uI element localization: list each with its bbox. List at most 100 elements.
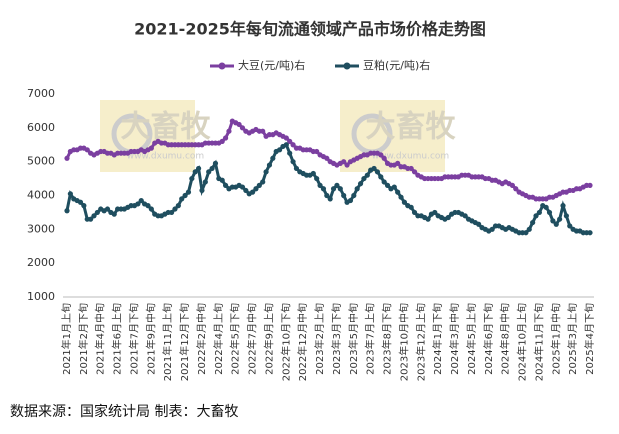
series-point	[341, 159, 347, 165]
series-point	[263, 169, 269, 175]
series-point	[253, 186, 259, 192]
series-point	[91, 213, 97, 219]
series-point	[260, 128, 266, 134]
x-tick-label: 2021年6月上旬	[111, 303, 124, 375]
series-point	[391, 184, 397, 190]
series-point	[314, 175, 320, 182]
series-point	[226, 128, 232, 134]
x-tick-label: 2022年12月中旬	[296, 303, 309, 381]
series-point	[378, 174, 384, 180]
y-tick-label: 4000	[27, 189, 55, 202]
series-point	[341, 192, 347, 199]
series-point	[567, 223, 573, 229]
series-point	[145, 203, 151, 209]
series-point	[378, 152, 384, 158]
x-tick-label: 2021年4月中旬	[94, 303, 107, 375]
x-tick-label: 2023年8月下旬	[381, 303, 394, 375]
x-tick-label: 2022年5月下旬	[229, 303, 242, 375]
series-point	[260, 179, 266, 185]
series-point	[94, 209, 100, 216]
x-tick-label: 2024年3月中旬	[448, 303, 461, 375]
series-point	[314, 148, 320, 155]
series-point	[526, 226, 532, 232]
series-point	[219, 138, 225, 144]
series-point	[509, 182, 515, 188]
series-point	[239, 184, 246, 190]
series-point	[81, 203, 87, 209]
watermark-url: www.dxumu.com	[127, 152, 204, 162]
series-point	[212, 160, 219, 166]
source-note: 数据来源：国家统计局 制表：大畜牧	[10, 403, 238, 420]
series-point	[175, 203, 181, 209]
chart-title: 2021-2025年每旬流通领域产品市场价格走势图	[134, 20, 486, 39]
series-point	[236, 121, 242, 128]
series-point	[533, 213, 539, 219]
series-point	[408, 204, 414, 210]
series-point	[523, 230, 529, 236]
y-tick-label: 2000	[27, 256, 55, 269]
x-tick-label: 2021年9月中旬	[144, 303, 157, 375]
series-point	[324, 192, 330, 199]
series-point	[206, 169, 212, 175]
series-point	[104, 206, 111, 212]
series-point	[148, 145, 154, 151]
x-tick-label: 2021年11月上旬	[161, 303, 174, 381]
series-point	[320, 186, 327, 192]
series-point	[411, 209, 418, 216]
series-point	[374, 169, 381, 175]
series-point	[222, 182, 229, 188]
x-tick-label: 2021年12月下旬	[178, 303, 191, 381]
series-point	[283, 135, 289, 141]
x-tick-label: 2022年10月下旬	[279, 303, 292, 381]
series-point	[266, 162, 273, 168]
series-point	[249, 189, 256, 195]
x-tick-label: 2023年12月上旬	[414, 303, 427, 381]
series-point	[172, 206, 178, 212]
series-point	[334, 182, 340, 188]
series-point	[384, 182, 391, 188]
y-tick-label: 1000	[27, 290, 55, 303]
series-point	[256, 182, 262, 188]
series-point	[189, 175, 195, 182]
series-point	[327, 196, 333, 202]
series-point	[202, 179, 208, 185]
series-point	[195, 165, 202, 172]
x-tick-label: 2024年6月下旬	[482, 303, 495, 375]
series-point	[381, 179, 387, 185]
watermark-text: 大畜牧	[366, 110, 457, 145]
series-point	[395, 160, 401, 166]
series-point	[563, 213, 569, 219]
series-point	[293, 165, 300, 172]
x-tick-label: 2022年7月中旬	[246, 303, 259, 375]
series-point	[347, 197, 354, 204]
x-tick-label: 2023年3月下旬	[330, 303, 343, 375]
x-tick-label: 2025年3月上旬	[566, 303, 579, 375]
x-tick-label: 2024年5月上旬	[465, 303, 478, 375]
series-point	[64, 155, 70, 161]
series-point	[425, 216, 431, 222]
series-point	[513, 186, 519, 192]
series-point	[290, 159, 296, 165]
series-point	[408, 165, 414, 172]
series-point	[445, 214, 451, 221]
series-point	[290, 142, 296, 148]
series-point	[330, 186, 337, 192]
x-tick-label: 2021年1月上旬	[60, 303, 73, 375]
series-point	[432, 209, 438, 216]
series-point	[222, 135, 229, 141]
series-point	[381, 155, 387, 161]
series-point	[169, 209, 175, 216]
series-point	[84, 147, 90, 153]
series-point	[138, 197, 144, 204]
series-point	[77, 199, 84, 205]
series-point	[401, 199, 408, 205]
series-point	[67, 191, 73, 197]
series-point	[371, 165, 377, 172]
x-tick-label: 2023年5月中旬	[347, 303, 360, 375]
series-point	[324, 155, 330, 161]
series-point	[361, 175, 367, 182]
series-point	[395, 189, 401, 195]
x-tick-label: 2022年9月上旬	[262, 303, 275, 375]
series-point	[111, 211, 117, 217]
